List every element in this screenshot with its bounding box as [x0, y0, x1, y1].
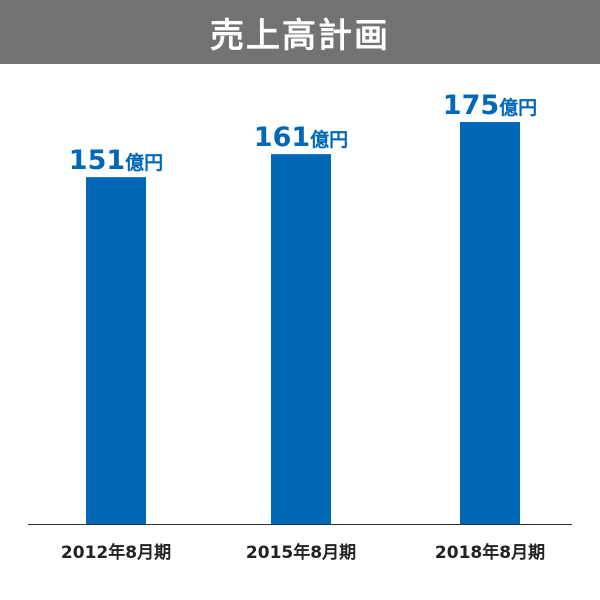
category-label-3: 2018年8月期 [435, 542, 545, 563]
value-unit: 億円 [499, 96, 537, 119]
value-label-3: 175億円 [443, 90, 537, 121]
value-label-1: 151億円 [69, 145, 163, 176]
value-number: 161 [254, 122, 310, 153]
category-labels-group: 2012年8月期 2015年8月期 2018年8月期 [61, 542, 545, 563]
chart-title: 売上高計画 [210, 15, 390, 56]
value-unit: 億円 [310, 128, 348, 151]
chart-title-bar: 売上高計画 [0, 0, 600, 64]
category-label-2: 2015年8月期 [246, 542, 356, 563]
bar-2 [271, 154, 331, 524]
bar-3 [460, 122, 520, 524]
category-label-1: 2012年8月期 [61, 542, 171, 563]
value-number: 151 [69, 145, 125, 176]
bar-1 [86, 177, 146, 524]
value-label-2: 161億円 [254, 122, 348, 153]
value-number: 175 [443, 90, 499, 121]
bars-group [86, 122, 520, 524]
value-unit: 億円 [125, 151, 163, 174]
